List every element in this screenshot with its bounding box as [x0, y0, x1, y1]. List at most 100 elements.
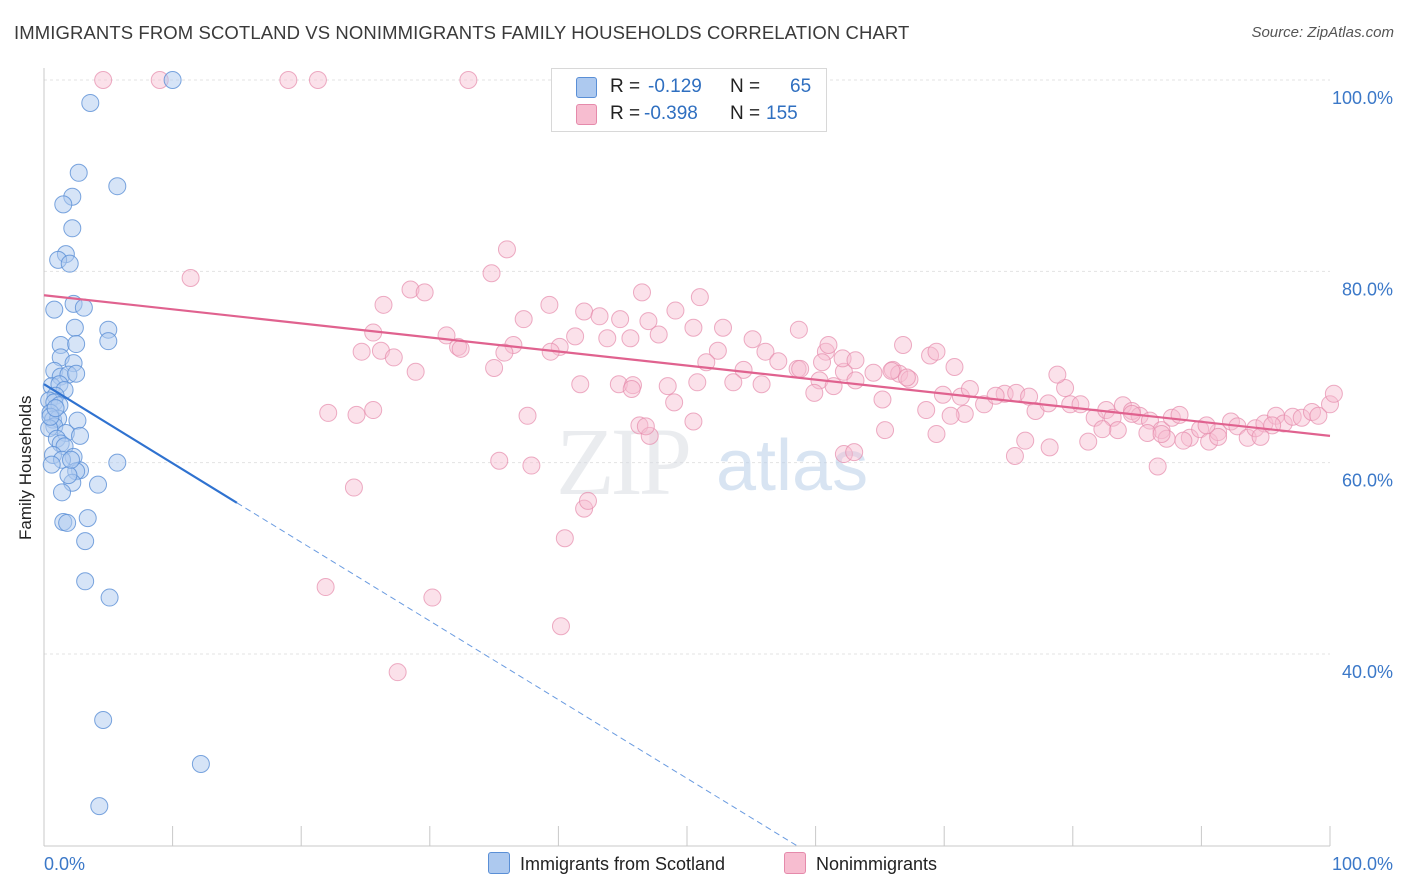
data-point-scotland	[89, 475, 108, 494]
data-point-nonimmigrants	[864, 363, 883, 382]
data-point-nonimmigrants	[451, 339, 470, 358]
data-point-nonimmigrants	[756, 342, 775, 361]
data-point-nonimmigrants	[684, 318, 703, 337]
data-point-scotland	[53, 483, 72, 502]
data-point-nonimmigrants	[819, 335, 838, 354]
data-point-nonimmigrants	[551, 617, 570, 636]
data-point-scotland	[54, 195, 73, 214]
data-point-nonimmigrants	[1048, 365, 1067, 384]
data-point-nonimmigrants	[1152, 424, 1171, 443]
data-point-nonimmigrants	[374, 295, 393, 314]
data-point-nonimmigrants	[708, 341, 727, 360]
data-point-scotland	[81, 93, 100, 112]
data-point-nonimmigrants	[845, 443, 864, 462]
data-point-nonimmigrants	[876, 421, 895, 440]
data-point-scotland	[100, 588, 119, 607]
data-point-nonimmigrants	[714, 318, 733, 337]
data-point-nonimmigrants	[900, 370, 919, 389]
data-point-nonimmigrants	[632, 283, 651, 302]
legend-n-value: 155	[766, 103, 798, 124]
data-point-nonimmigrants	[1209, 427, 1228, 446]
data-point-nonimmigrants	[658, 377, 677, 396]
data-point-scotland	[78, 509, 97, 528]
data-point-nonimmigrants	[621, 329, 640, 348]
series-nonimmigrants	[94, 71, 1343, 682]
data-point-nonimmigrants	[1324, 384, 1343, 403]
data-point-nonimmigrants	[894, 335, 913, 354]
legend-n-label: N =	[730, 76, 761, 97]
data-point-scotland	[99, 332, 118, 351]
bottom-legend-swatch-nonimmigrants	[784, 852, 806, 874]
data-point-nonimmigrants	[897, 368, 916, 387]
data-point-nonimmigrants	[490, 451, 509, 470]
axes	[43, 68, 1331, 847]
data-point-nonimmigrants	[578, 491, 597, 510]
watermark: ZIP atlas	[556, 408, 868, 515]
data-point-nonimmigrants	[622, 380, 641, 399]
data-point-nonimmigrants	[986, 386, 1005, 405]
source-credit: Source: ZipAtlas.com	[1251, 24, 1394, 41]
data-point-nonimmigrants	[846, 371, 865, 390]
x-tick-label: 100.0%	[1332, 854, 1393, 874]
data-point-nonimmigrants	[344, 478, 363, 497]
data-point-scotland	[67, 335, 86, 354]
data-point-nonimmigrants	[1274, 414, 1293, 433]
data-point-nonimmigrants	[666, 301, 685, 320]
data-point-scotland	[69, 163, 88, 182]
data-point-scotland	[65, 318, 84, 337]
data-point-nonimmigrants	[1056, 379, 1075, 398]
data-point-scotland	[67, 364, 86, 383]
watermark-atlas: atlas	[716, 426, 868, 506]
data-point-nonimmigrants	[485, 358, 504, 377]
data-point-nonimmigrants	[406, 362, 425, 381]
data-point-nonimmigrants	[813, 353, 832, 372]
data-point-nonimmigrants	[497, 240, 516, 259]
data-point-nonimmigrants	[1016, 431, 1035, 450]
data-point-scotland	[74, 298, 93, 317]
data-point-nonimmigrants	[423, 588, 442, 607]
data-point-nonimmigrants	[941, 406, 960, 425]
data-point-nonimmigrants	[690, 288, 709, 307]
data-point-nonimmigrants	[316, 578, 335, 597]
data-point-nonimmigrants	[873, 390, 892, 409]
data-point-nonimmigrants	[724, 373, 743, 392]
data-point-nonimmigrants	[1174, 431, 1193, 450]
data-point-nonimmigrants	[514, 310, 533, 329]
data-point-nonimmigrants	[688, 373, 707, 392]
data-point-nonimmigrants	[308, 71, 327, 89]
bottom-legend-scotland: Immigrants from Scotland	[488, 852, 725, 875]
data-point-nonimmigrants	[640, 426, 659, 445]
y-tick-label: 80.0%	[1342, 279, 1393, 299]
data-point-nonimmigrants	[684, 412, 703, 431]
data-point-scotland	[58, 513, 77, 532]
data-point-nonimmigrants	[665, 393, 684, 412]
legend-r-value: -0.398	[644, 103, 698, 124]
data-point-nonimmigrants	[540, 295, 559, 314]
data-point-nonimmigrants	[1093, 420, 1112, 439]
data-point-nonimmigrants	[611, 310, 630, 329]
legend-r-label: R =	[610, 103, 641, 124]
data-point-nonimmigrants	[1079, 432, 1098, 451]
data-point-nonimmigrants	[401, 280, 420, 299]
data-point-nonimmigrants	[415, 283, 434, 302]
data-point-nonimmigrants	[743, 330, 762, 349]
data-point-scotland	[71, 426, 90, 445]
data-point-scotland	[63, 219, 82, 238]
data-point-scotland	[90, 797, 109, 816]
data-point-scotland	[46, 399, 65, 418]
legend-swatch-nonimmigrants	[576, 104, 597, 125]
data-point-nonimmigrants	[1005, 446, 1024, 465]
data-point-nonimmigrants	[364, 401, 383, 420]
data-point-nonimmigrants	[639, 312, 658, 331]
data-point-nonimmigrants	[388, 663, 407, 682]
data-point-scotland	[108, 453, 127, 472]
data-point-nonimmigrants	[769, 352, 788, 371]
data-point-nonimmigrants	[522, 456, 541, 475]
data-point-scotland	[94, 711, 113, 730]
data-point-nonimmigrants	[882, 361, 901, 380]
y-tick-label: 100.0%	[1332, 88, 1393, 108]
data-point-nonimmigrants	[1197, 416, 1216, 435]
data-point-nonimmigrants	[752, 375, 771, 394]
legend-n-label: N =	[730, 103, 761, 124]
